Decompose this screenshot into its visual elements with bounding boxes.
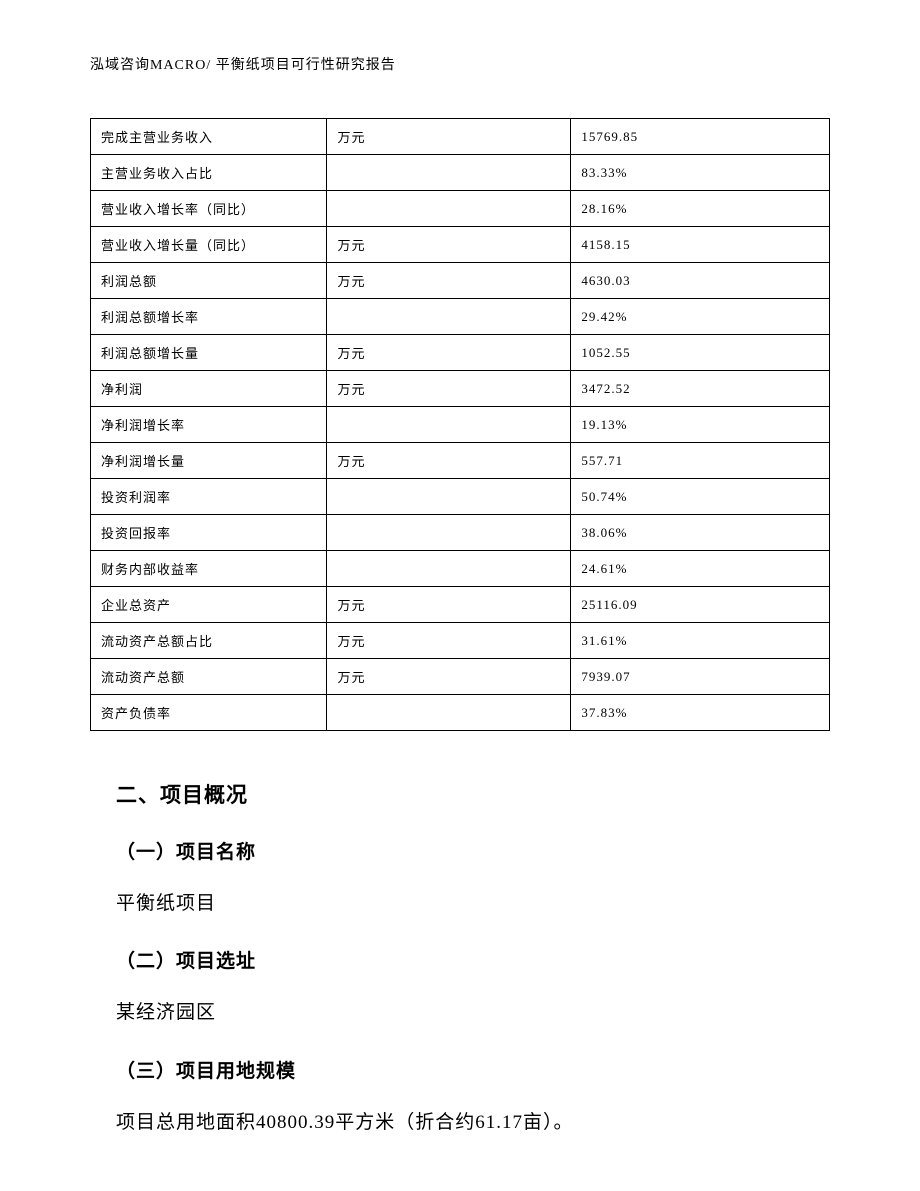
row-unit	[327, 695, 571, 731]
row-label: 净利润	[91, 371, 327, 407]
row-value: 3472.52	[571, 371, 830, 407]
row-label: 营业收入增长率（同比）	[91, 191, 327, 227]
row-label: 利润总额	[91, 263, 327, 299]
subsection-3-heading: （三）项目用地规模	[116, 1056, 830, 1083]
table-row: 净利润 万元 3472.52	[91, 371, 830, 407]
row-value: 38.06%	[571, 515, 830, 551]
row-unit: 万元	[327, 335, 571, 371]
row-value: 29.42%	[571, 299, 830, 335]
row-label: 财务内部收益率	[91, 551, 327, 587]
table-row: 净利润增长量 万元 557.71	[91, 443, 830, 479]
row-value: 37.83%	[571, 695, 830, 731]
row-label: 营业收入增长量（同比）	[91, 227, 327, 263]
row-value: 1052.55	[571, 335, 830, 371]
row-value: 83.33%	[571, 155, 830, 191]
row-unit: 万元	[327, 623, 571, 659]
row-unit: 万元	[327, 443, 571, 479]
row-value: 7939.07	[571, 659, 830, 695]
table-row: 主营业务收入占比 83.33%	[91, 155, 830, 191]
financial-table: 完成主营业务收入 万元 15769.85 主营业务收入占比 83.33% 营业收…	[90, 118, 830, 731]
table-row: 投资利润率 50.74%	[91, 479, 830, 515]
row-unit: 万元	[327, 659, 571, 695]
table-row: 利润总额增长率 29.42%	[91, 299, 830, 335]
row-value: 557.71	[571, 443, 830, 479]
row-unit	[327, 551, 571, 587]
row-label: 利润总额增长率	[91, 299, 327, 335]
row-unit: 万元	[327, 371, 571, 407]
row-label: 主营业务收入占比	[91, 155, 327, 191]
table-row: 企业总资产 万元 25116.09	[91, 587, 830, 623]
page-header: 泓域咨询MACRO/ 平衡纸项目可行性研究报告	[90, 54, 396, 74]
table-row: 利润总额 万元 4630.03	[91, 263, 830, 299]
row-value: 31.61%	[571, 623, 830, 659]
table-row: 利润总额增长量 万元 1052.55	[91, 335, 830, 371]
section-2-heading: 二、项目概况	[116, 779, 830, 809]
subsection-1-text: 平衡纸项目	[116, 888, 830, 920]
row-label: 流动资产总额占比	[91, 623, 327, 659]
row-unit: 万元	[327, 263, 571, 299]
table-row: 完成主营业务收入 万元 15769.85	[91, 119, 830, 155]
row-value: 4158.15	[571, 227, 830, 263]
content-wrapper: 完成主营业务收入 万元 15769.85 主营业务收入占比 83.33% 营业收…	[90, 118, 830, 1165]
row-label: 流动资产总额	[91, 659, 327, 695]
table-row: 财务内部收益率 24.61%	[91, 551, 830, 587]
row-unit	[327, 191, 571, 227]
subsection-1-heading: （一）项目名称	[116, 837, 830, 864]
row-label: 净利润增长量	[91, 443, 327, 479]
table-row: 流动资产总额占比 万元 31.61%	[91, 623, 830, 659]
row-value: 19.13%	[571, 407, 830, 443]
row-label: 完成主营业务收入	[91, 119, 327, 155]
table-row: 净利润增长率 19.13%	[91, 407, 830, 443]
row-unit	[327, 479, 571, 515]
header-text: 泓域咨询MACRO/ 平衡纸项目可行性研究报告	[90, 58, 396, 73]
row-label: 资产负债率	[91, 695, 327, 731]
row-unit	[327, 299, 571, 335]
row-unit	[327, 155, 571, 191]
row-value: 28.16%	[571, 191, 830, 227]
row-value: 24.61%	[571, 551, 830, 587]
row-value: 50.74%	[571, 479, 830, 515]
table-row: 资产负债率 37.83%	[91, 695, 830, 731]
row-unit: 万元	[327, 227, 571, 263]
row-value: 15769.85	[571, 119, 830, 155]
row-value: 4630.03	[571, 263, 830, 299]
body-text-section: 二、项目概况 （一）项目名称 平衡纸项目 （二）项目选址 某经济园区 （三）项目…	[90, 779, 830, 1139]
row-label: 利润总额增长量	[91, 335, 327, 371]
table-row: 营业收入增长率（同比） 28.16%	[91, 191, 830, 227]
row-unit	[327, 515, 571, 551]
row-unit	[327, 407, 571, 443]
row-unit: 万元	[327, 587, 571, 623]
subsection-2-text: 某经济园区	[116, 997, 830, 1029]
row-label: 投资利润率	[91, 479, 327, 515]
table-row: 流动资产总额 万元 7939.07	[91, 659, 830, 695]
row-label: 投资回报率	[91, 515, 327, 551]
row-label: 企业总资产	[91, 587, 327, 623]
row-value: 25116.09	[571, 587, 830, 623]
row-label: 净利润增长率	[91, 407, 327, 443]
row-unit: 万元	[327, 119, 571, 155]
subsection-2-heading: （二）项目选址	[116, 946, 830, 973]
subsection-3-text: 项目总用地面积40800.39平方米（折合约61.17亩）。	[116, 1107, 830, 1139]
table-row: 投资回报率 38.06%	[91, 515, 830, 551]
table-row: 营业收入增长量（同比） 万元 4158.15	[91, 227, 830, 263]
